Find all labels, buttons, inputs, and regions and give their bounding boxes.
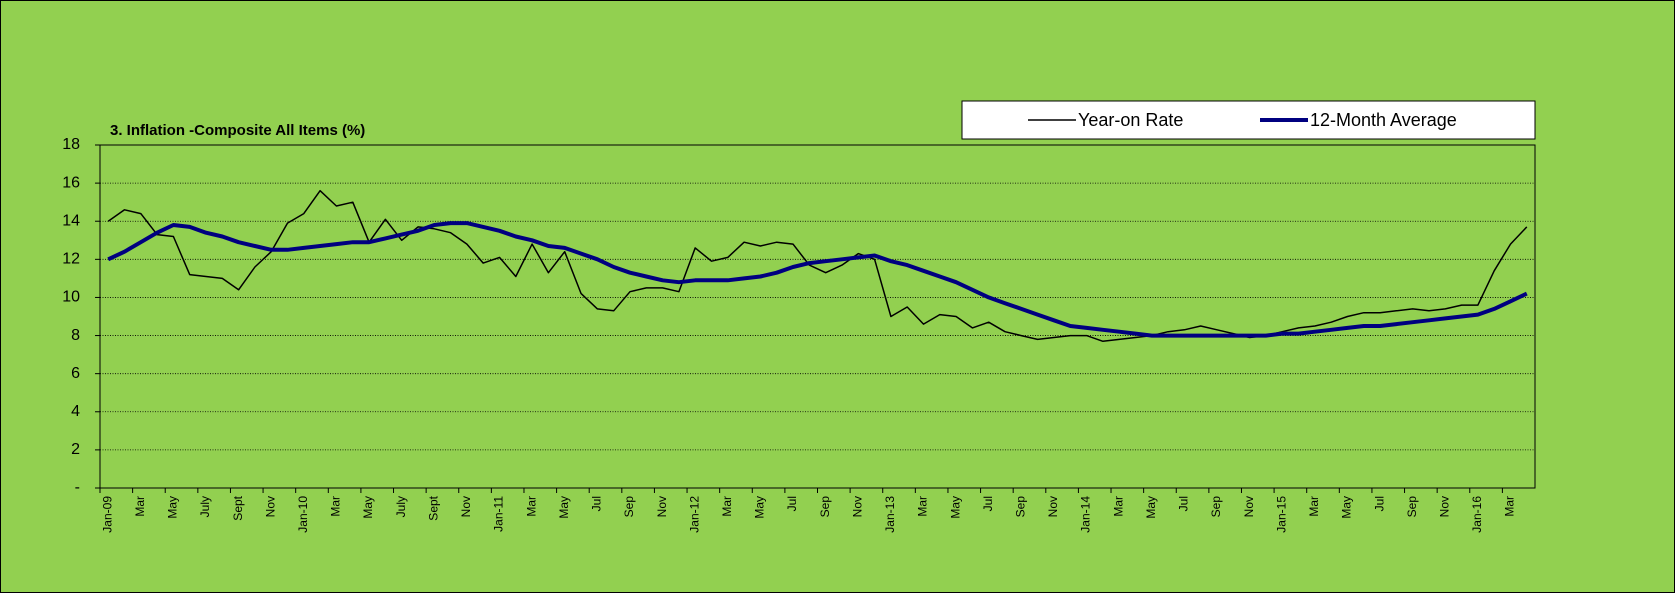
- x-tick-label: May: [166, 496, 180, 519]
- x-tick-label: Mar: [720, 496, 734, 517]
- y-tick-label: 2: [71, 441, 80, 458]
- x-tick-label: July: [198, 496, 212, 517]
- x-tick-label: Nov: [459, 496, 473, 517]
- x-tick-label: Nov: [1046, 496, 1060, 517]
- x-tick-label: Mar: [524, 496, 538, 517]
- x-tick-label: Jan-16: [1470, 496, 1484, 533]
- x-tick-label: Mar: [1307, 496, 1321, 517]
- x-tick-label: May: [557, 496, 571, 519]
- legend-label: Year-on Rate: [1078, 110, 1183, 130]
- x-tick-label: Nov: [850, 496, 864, 517]
- x-tick-label: Mar: [1111, 496, 1125, 517]
- x-tick-label: Jan-12: [687, 496, 701, 533]
- chart-title: 3. Inflation -Composite All Items (%): [110, 122, 365, 139]
- x-tick-label: Jul: [785, 496, 799, 511]
- x-tick-label: Jan-11: [492, 496, 506, 532]
- x-tick-label: Mar: [916, 496, 930, 517]
- x-tick-label: Mar: [1503, 496, 1517, 517]
- x-tick-label: Sep: [622, 496, 636, 518]
- y-tick-label: 18: [62, 136, 80, 153]
- x-tick-label: Sep: [818, 496, 832, 518]
- x-tick-label: Nov: [1242, 496, 1256, 517]
- x-tick-label: Mar: [133, 496, 147, 517]
- y-tick-label: 10: [62, 289, 80, 306]
- y-tick-label: 12: [62, 251, 80, 268]
- x-tick-label: Jul: [1177, 496, 1191, 511]
- x-tick-label: July: [394, 496, 408, 517]
- x-tick-label: Jul: [1372, 496, 1386, 511]
- x-tick-label: May: [361, 496, 375, 519]
- legend-label: 12-Month Average: [1310, 110, 1457, 130]
- y-tick-label: 16: [62, 174, 80, 191]
- x-tick-label: Sept: [426, 495, 440, 520]
- x-tick-label: Nov: [263, 496, 277, 517]
- x-tick-label: Sep: [1405, 496, 1419, 518]
- y-tick-label: 6: [71, 365, 80, 382]
- x-tick-label: May: [1144, 496, 1158, 519]
- x-tick-label: May: [948, 496, 962, 519]
- x-tick-label: Jan-10: [296, 496, 310, 533]
- x-tick-label: May: [1340, 496, 1354, 519]
- x-tick-label: Jan-09: [100, 496, 114, 533]
- x-tick-label: Jul: [590, 496, 604, 511]
- x-tick-label: Sept: [231, 495, 245, 520]
- y-tick-label: 8: [71, 327, 80, 344]
- x-tick-label: Sep: [1209, 496, 1223, 518]
- y-tick-label: 14: [62, 212, 80, 229]
- x-tick-label: Mar: [329, 496, 343, 517]
- x-tick-label: Sep: [1014, 496, 1028, 518]
- x-tick-label: May: [753, 496, 767, 519]
- x-tick-label: Jul: [981, 496, 995, 511]
- series-line: [107, 189, 1528, 343]
- x-tick-label: Nov: [655, 496, 669, 517]
- x-tick-label: Nov: [1437, 496, 1451, 517]
- y-tick-label: 4: [71, 403, 80, 420]
- x-tick-label: Jan-15: [1274, 496, 1288, 533]
- y-tick-label: -: [75, 479, 80, 496]
- series-line: [107, 221, 1528, 338]
- x-tick-label: Jan-13: [883, 496, 897, 533]
- x-tick-label: Jan-14: [1079, 496, 1093, 533]
